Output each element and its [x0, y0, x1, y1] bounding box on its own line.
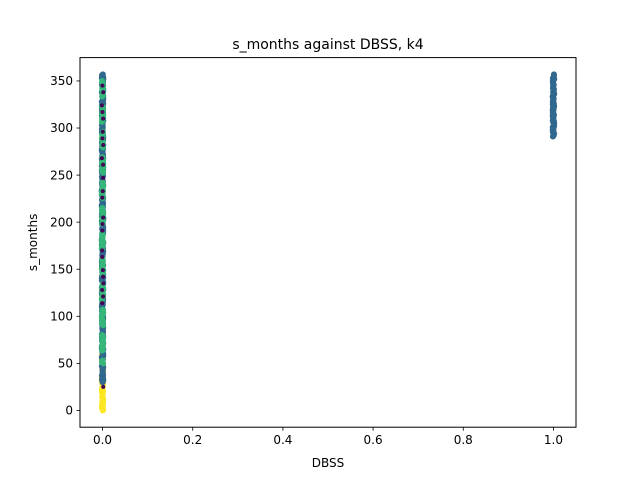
data-point [100, 254, 105, 259]
data-point [99, 156, 104, 161]
y-tick-label: 200 [50, 215, 73, 229]
y-tick-label: 350 [50, 74, 73, 88]
data-point [99, 332, 106, 339]
data-point [99, 77, 106, 84]
data-point [99, 179, 106, 186]
data-point [101, 384, 106, 389]
x-tick-label: 0.6 [364, 433, 383, 447]
data-point [99, 71, 106, 78]
data-point [101, 142, 106, 147]
data-point [101, 162, 106, 167]
x-tick-label: 0.4 [273, 433, 292, 447]
y-axis-label: s_months [26, 214, 40, 271]
data-point [100, 287, 105, 292]
x-tick-label: 0.8 [454, 433, 473, 447]
data-point [101, 294, 106, 299]
x-tick-label: 0.2 [183, 433, 202, 447]
y-tick-label: 150 [50, 262, 73, 276]
points-layer [98, 71, 558, 414]
data-point [100, 228, 105, 233]
data-point [101, 175, 106, 180]
data-point [100, 110, 105, 115]
x-axis-label: DBSS [312, 456, 345, 470]
data-point [99, 205, 106, 212]
y-tick-label: 250 [50, 168, 73, 182]
data-point [100, 268, 105, 273]
axes-frame [79, 57, 577, 428]
data-point [101, 116, 106, 121]
data-point [100, 301, 105, 306]
point-cluster [549, 71, 558, 140]
x-tick-label: 0.0 [93, 433, 112, 447]
data-point [99, 306, 106, 313]
y-tick-label: 0 [65, 404, 73, 418]
data-point [100, 136, 105, 141]
data-point [99, 357, 106, 364]
x-tick-label: 1.0 [544, 433, 563, 447]
data-point [100, 129, 105, 134]
data-point [100, 195, 105, 200]
data-point [550, 71, 557, 78]
y-tick-label: 100 [50, 310, 73, 324]
data-point [101, 215, 106, 220]
data-point [100, 83, 105, 88]
chart-title: s_months against DBSS, k4 [232, 37, 423, 53]
point-cluster [99, 83, 106, 306]
data-point [101, 281, 106, 286]
y-tick-label: 50 [58, 357, 73, 371]
data-point [101, 90, 106, 95]
data-point [101, 274, 106, 279]
data-point [100, 189, 105, 194]
data-point [100, 222, 105, 227]
data-point [100, 248, 105, 253]
data-point [99, 103, 104, 108]
y-tick-label: 300 [50, 121, 73, 135]
ticks-layer: 0.0 0.2 0.4 0.6 0.8 1.0 0 50 100 150 200 250 300 350 [50, 74, 563, 447]
